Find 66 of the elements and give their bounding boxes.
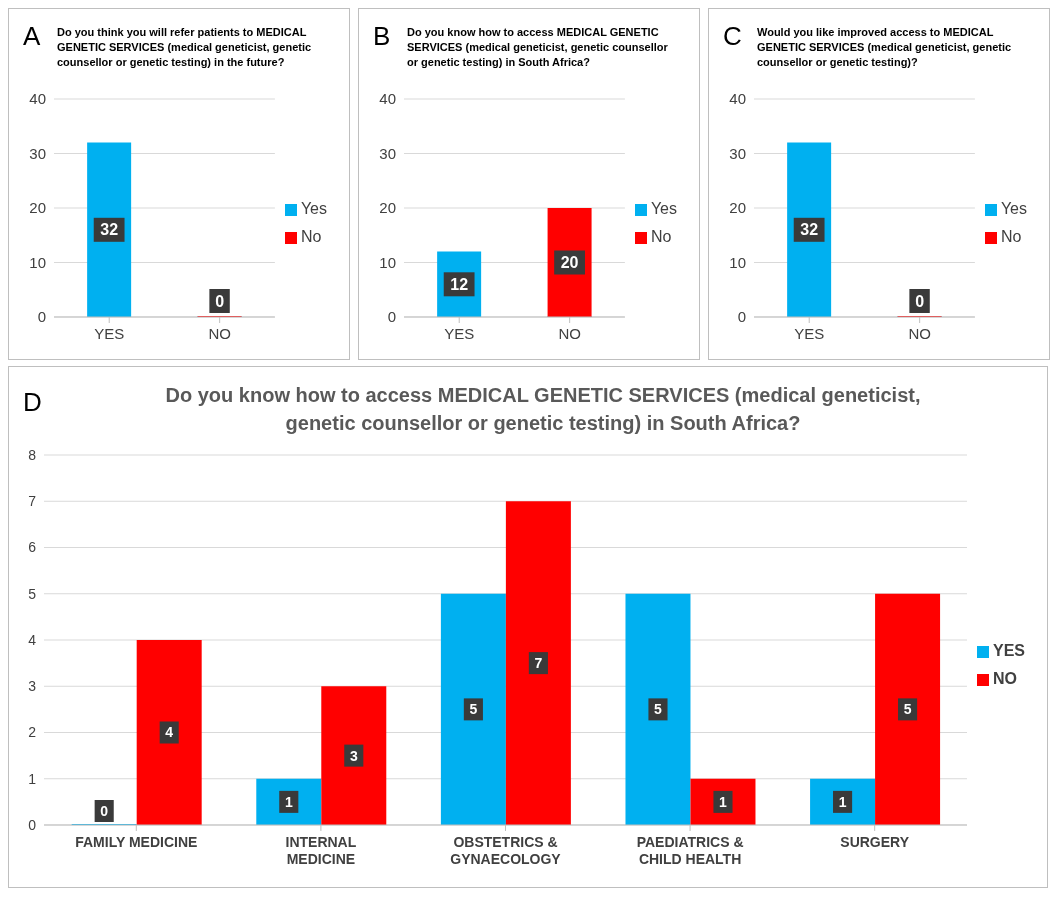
legend-label: YES [992,642,1025,659]
data-label: 0 [915,292,925,310]
y-tick-label: 0 [28,816,37,833]
legend-label: Yes [1000,200,1027,217]
x-tick-label: FAMILY MEDICINE [75,834,198,850]
x-tick-label: NO [208,325,231,342]
y-tick-label: 40 [29,90,46,108]
y-tick-label: 10 [29,253,46,271]
y-tick-label: 3 [28,678,37,695]
x-tick-label: YES [794,325,825,342]
y-tick-label: 0 [387,308,396,326]
chart-title: Would you like improved access to MEDICAL GENETIC SERVICES (medical geneticist, genetic counsellor or genetic testing)? [757,25,1013,70]
y-tick-label: 10 [379,253,396,271]
x-tick-label: YES [444,325,475,342]
y-tick-label: 20 [729,199,746,217]
legend-label: No [300,228,322,245]
data-label: 32 [800,221,819,239]
data-label: 7 [534,655,543,672]
chart-title: Do you know how to access MEDICAL GENETIC SERVICES (medical geneticist, genetic counsellor or genetic testing) in South Africa? [407,25,669,70]
data-label: 3 [349,747,358,764]
y-tick-label: 4 [28,631,37,648]
legend-label: No [1000,228,1022,245]
legend-label: No [650,228,672,245]
data-label: 1 [838,793,847,810]
legend-label: Yes [650,200,677,217]
text: C [723,21,742,52]
data-label: 20 [560,254,579,272]
x-tick-label: SURGERY [840,834,910,850]
data-label: 4 [165,724,174,741]
y-tick-label: 30 [29,144,46,162]
y-tick-label: 20 [379,199,396,217]
chart-title: Do you think you will refer patients to MEDICAL GENETIC SERVICES (medical geneticist, genetic counsellor or genetic testing) in the future? [57,25,313,70]
y-tick-label: 20 [29,199,46,217]
y-tick-label: 5 [28,585,37,602]
x-tick-label: NO [558,325,581,342]
x-tick-label: PAEDIATRICS & CHILD HEALTH [636,834,744,867]
data-label: 0 [100,802,109,819]
y-tick-label: 40 [379,90,396,108]
data-label: 0 [215,292,225,310]
y-tick-label: 7 [28,493,37,510]
data-label: 1 [284,793,293,810]
y-tick-label: 30 [379,144,396,162]
data-label: 12 [450,275,469,293]
legend-label: Yes [300,200,327,217]
x-tick-label: OBSTETRICS & GYNAECOLOGY [450,834,562,867]
x-tick-label: INTERNAL MEDICINE [285,834,357,867]
text: A [23,21,41,52]
y-tick-label: 0 [37,308,46,326]
y-tick-label: 40 [729,90,746,108]
y-tick-label: 10 [729,253,746,271]
y-tick-label: 8 [28,446,37,463]
data-label: 5 [654,701,663,718]
y-tick-label: 6 [28,539,37,556]
text: D [23,387,42,418]
y-tick-label: 30 [729,144,746,162]
y-tick-label: 1 [28,770,37,787]
data-label: 32 [100,221,119,239]
text: B [373,21,391,52]
legend-label: NO [992,670,1017,687]
y-tick-label: 0 [737,308,746,326]
x-tick-label: YES [94,325,125,342]
x-tick-label: NO [908,325,931,342]
data-label: 5 [903,701,912,718]
chart-title: Do you know how to access MEDICAL GENETIC SERVICES (medical geneticist, genetic counsellor or genetic testing) in South Africa? [164,383,922,436]
data-label: 5 [469,701,478,718]
y-tick-label: 2 [28,724,37,741]
